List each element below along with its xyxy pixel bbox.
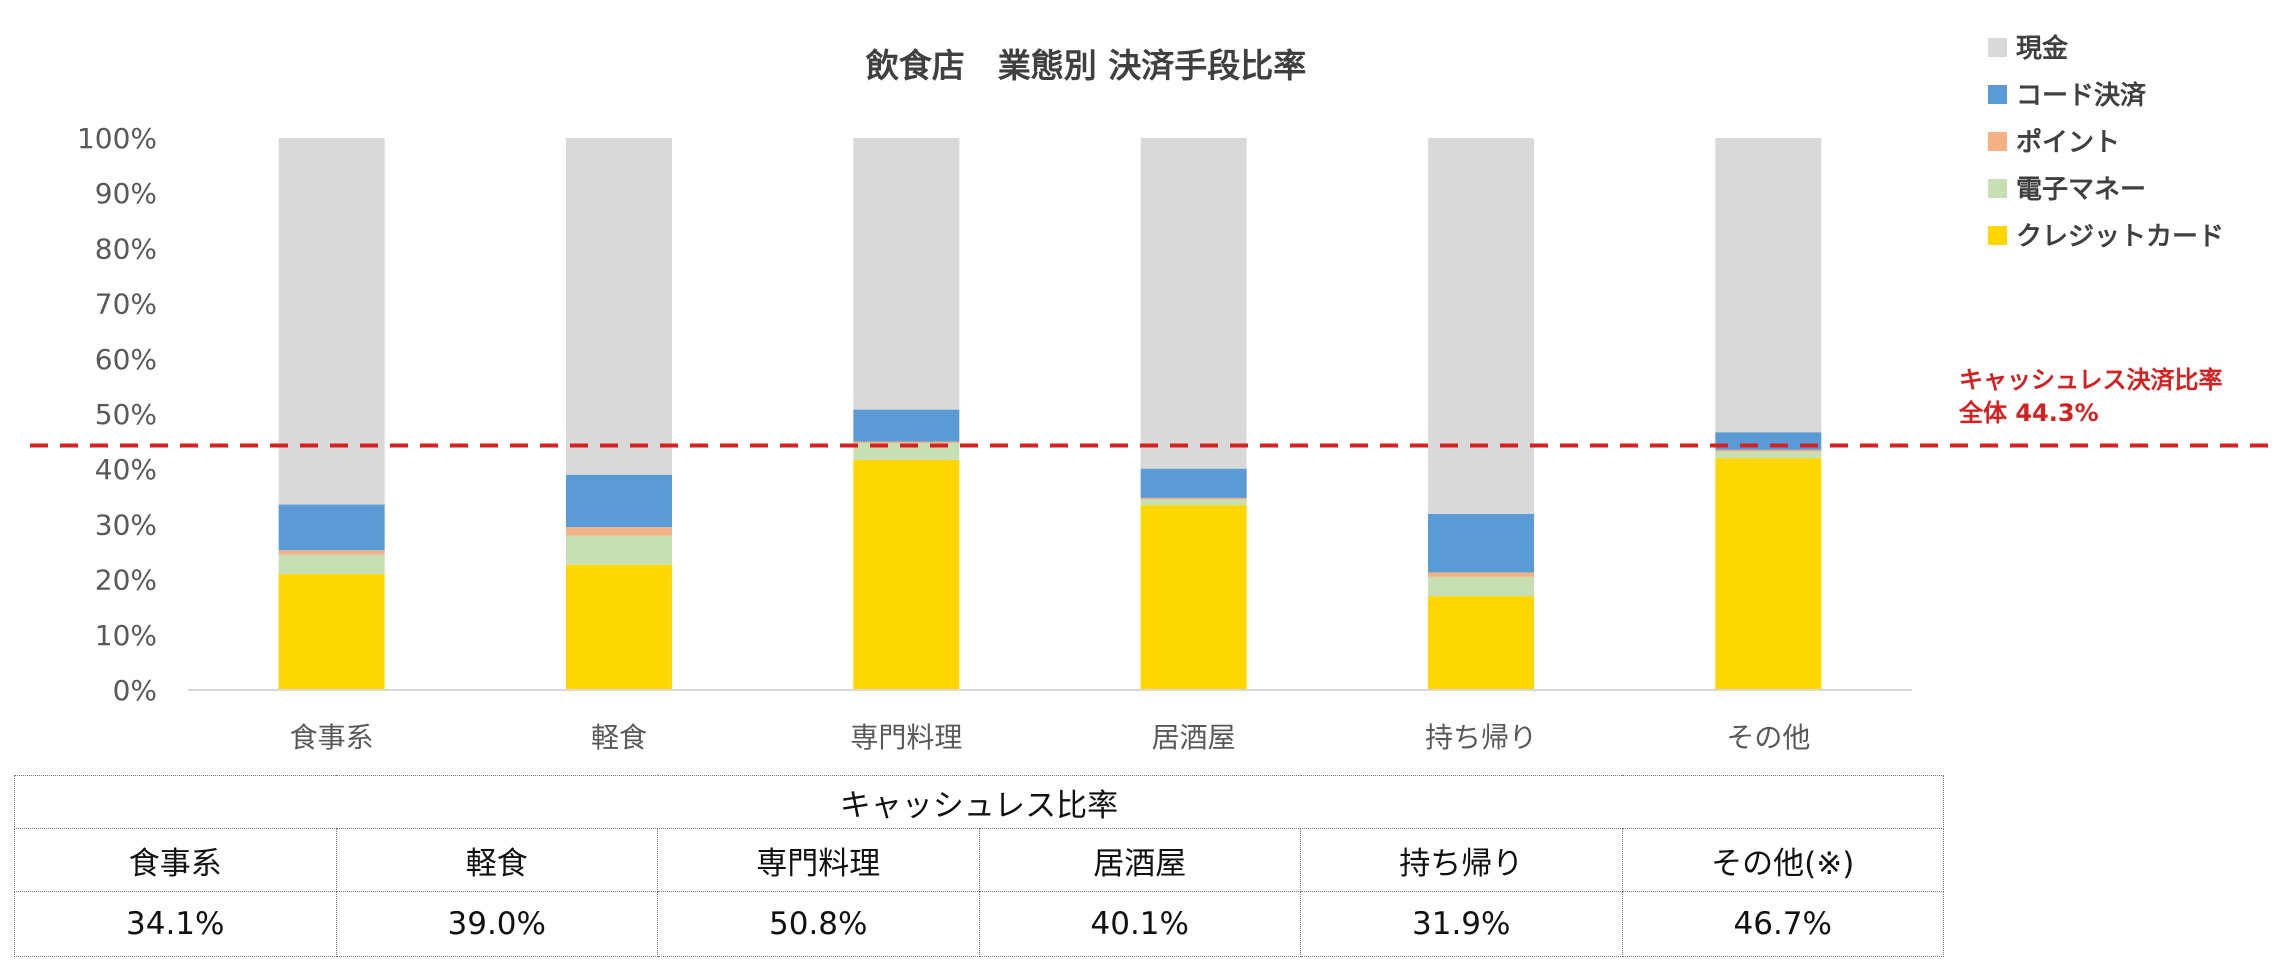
y-tick-label: 100% (77, 122, 157, 155)
legend-label: ポイント (2016, 127, 2120, 158)
annotation: キャッシュレス決済比率 全体 44.3% (1958, 366, 2223, 427)
bar-segment (1715, 458, 1822, 690)
bar-segment (278, 504, 385, 551)
table-category-cell: 軽食 (335, 828, 658, 892)
table-category-cell: 持ち帰り (1300, 828, 1623, 892)
bar-segment (1428, 596, 1534, 690)
bar-segment (1140, 499, 1247, 506)
table-value-cell: 46.7% (1621, 891, 1944, 957)
bar-segment (1140, 505, 1247, 690)
x-tick-label: 食事系 (290, 721, 374, 754)
table-value-cell: 31.9% (1300, 891, 1623, 957)
stacked-bar-chart: 飲食店 業態別 決済手段比率 0% 10% 20% 30% 40% 50% 60% 70% 80… (30, 33, 2270, 754)
y-tick-label: 50% (95, 398, 157, 431)
bar-segment (853, 441, 960, 444)
y-tick-label: 20% (95, 564, 157, 597)
chart-title: 飲食店 業態別 決済手段比率 (866, 46, 1307, 85)
bar-segment (566, 535, 672, 565)
y-tick-label: 0% (113, 674, 157, 707)
bar-segment (566, 474, 672, 528)
x-axis: 食事系 軽食 専門料理 居酒屋 持ち帰り その他 (290, 721, 1811, 754)
bar-segment (566, 138, 672, 475)
bar-segment (853, 459, 960, 690)
y-tick-label: 30% (95, 508, 157, 541)
annotation-line-1: キャッシュレス決済比率 (1959, 366, 2223, 394)
bar-segment (278, 550, 385, 555)
bar-segment (1715, 449, 1822, 452)
y-tick-label: 70% (95, 288, 157, 321)
bar-segment (1715, 138, 1822, 433)
bar-segment (853, 409, 960, 442)
x-tick-label: 居酒屋 (1152, 721, 1236, 754)
bar-segment (1140, 138, 1247, 469)
legend-label: 電子マネー (2016, 175, 2146, 205)
bar-segment (278, 138, 385, 505)
bars-group (278, 138, 1822, 690)
y-tick-label: 90% (95, 177, 157, 210)
bar-segment (278, 554, 385, 575)
bar-segment (566, 527, 672, 536)
x-tick-label: 軽食 (591, 721, 647, 754)
bar-segment (853, 138, 960, 410)
bar-segment (1140, 497, 1247, 500)
y-tick-label: 80% (95, 232, 157, 265)
legend-swatch (1988, 179, 2007, 198)
table-value-cell: 34.1% (14, 891, 337, 957)
x-tick-label: その他 (1726, 721, 1810, 754)
y-axis: 0% 10% 20% 30% 40% 50% 60% 70% 80% 90% 100% (77, 122, 157, 707)
bar-segment (1140, 468, 1247, 498)
legend-swatch (1988, 132, 2007, 151)
table-value-cell: 39.0% (335, 891, 658, 957)
legend-swatch (1988, 226, 2007, 245)
legend-swatch (1988, 38, 2007, 57)
bar-segment (1428, 572, 1534, 577)
table-value-cell: 40.1% (978, 891, 1301, 957)
bar-segment (1428, 513, 1534, 573)
table-category-cell: 居酒屋 (978, 828, 1301, 892)
bar-segment (566, 564, 672, 690)
bar-segment (1715, 451, 1822, 459)
y-tick-label: 40% (95, 453, 157, 486)
legend-label: コード決済 (2016, 80, 2147, 111)
legend-label: 現金 (2016, 33, 2069, 64)
table-value-cell: 50.8% (657, 891, 980, 957)
legend-label: クレジットカード (2016, 222, 2224, 252)
cashless-ratio-table: キャッシュレス比率 食事系 軽食 専門料理 居酒屋 持ち帰り その他(※) 34… (14, 775, 1944, 957)
table-category-cell: 専門料理 (657, 828, 980, 892)
table-category-cell: 食事系 (14, 828, 337, 892)
legend-swatch (1988, 85, 2007, 104)
bar-segment (1428, 576, 1534, 597)
y-tick-label: 10% (95, 619, 157, 652)
bar-segment (278, 574, 385, 690)
table-header: キャッシュレス比率 (14, 775, 1944, 829)
y-tick-label: 60% (95, 343, 157, 376)
annotation-line-2: 全体 44.3% (1958, 399, 2099, 427)
x-tick-label: 持ち帰り (1425, 721, 1537, 754)
table-category-cell: その他(※) (1621, 828, 1944, 892)
bar-segment (1428, 138, 1534, 514)
x-tick-label: 専門料理 (850, 721, 962, 754)
